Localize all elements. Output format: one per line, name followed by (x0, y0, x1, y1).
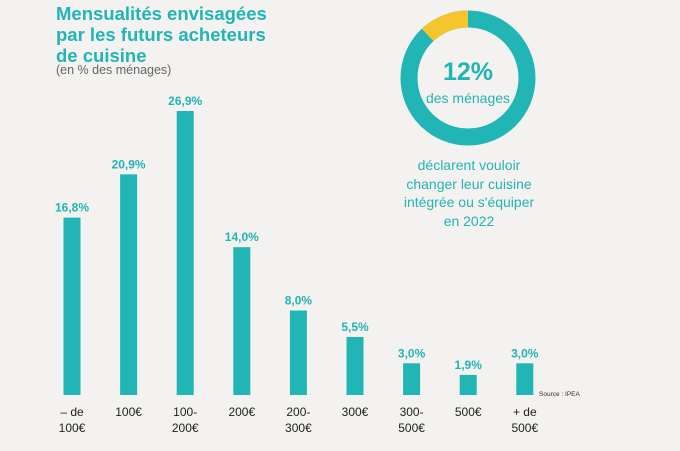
bar-value-label-5: 5,5% (341, 320, 369, 334)
bar-value-label-7: 1,9% (455, 358, 483, 372)
category-label-3: 200€ (228, 405, 255, 419)
category-label-8: + de 500€ (511, 405, 538, 435)
bar-2 (176, 111, 194, 395)
bar-1 (120, 174, 138, 395)
bar-5 (346, 336, 364, 395)
bar-value-label-6: 3,0% (398, 346, 426, 360)
donut-description: déclarent vouloir changer leur cuisine i… (403, 157, 535, 229)
bar-value-label-0: 16,8% (55, 201, 89, 215)
bar-3 (233, 247, 251, 395)
category-label-2: 100-200€ (172, 405, 199, 435)
chart-title: Mensualités envisagées par les futurs ac… (56, 3, 267, 66)
category-label-4: 200-300€ (285, 405, 312, 435)
bar-8 (516, 363, 534, 395)
donut-chart (400, 10, 536, 146)
chart-subtitle: (en % des ménages) (56, 63, 172, 77)
bar-value-label-4: 8,0% (285, 294, 313, 308)
bar-value-label-2: 26,9% (168, 94, 202, 108)
category-label-5: 300€ (342, 405, 369, 419)
donut-sub-label: des ménages (425, 90, 511, 106)
bar-7 (459, 374, 477, 395)
bar-value-label-8: 3,0% (511, 346, 539, 360)
bar-value-label-1: 20,9% (112, 157, 146, 171)
donut-percent-label: 12% (442, 58, 494, 86)
bar-0 (63, 217, 81, 395)
donut-highlight-segment (400, 10, 536, 146)
source-note: Source : IPEA (539, 391, 580, 398)
bar-6 (403, 363, 421, 395)
category-label-6: 300-500€ (398, 405, 425, 435)
bar-4 (289, 310, 307, 395)
category-label-7: 500€ (455, 405, 482, 419)
bar-value-label-3: 14,0% (225, 230, 259, 244)
category-label-0: – de 100€ (59, 405, 86, 435)
category-label-1: 100€ (115, 405, 142, 419)
